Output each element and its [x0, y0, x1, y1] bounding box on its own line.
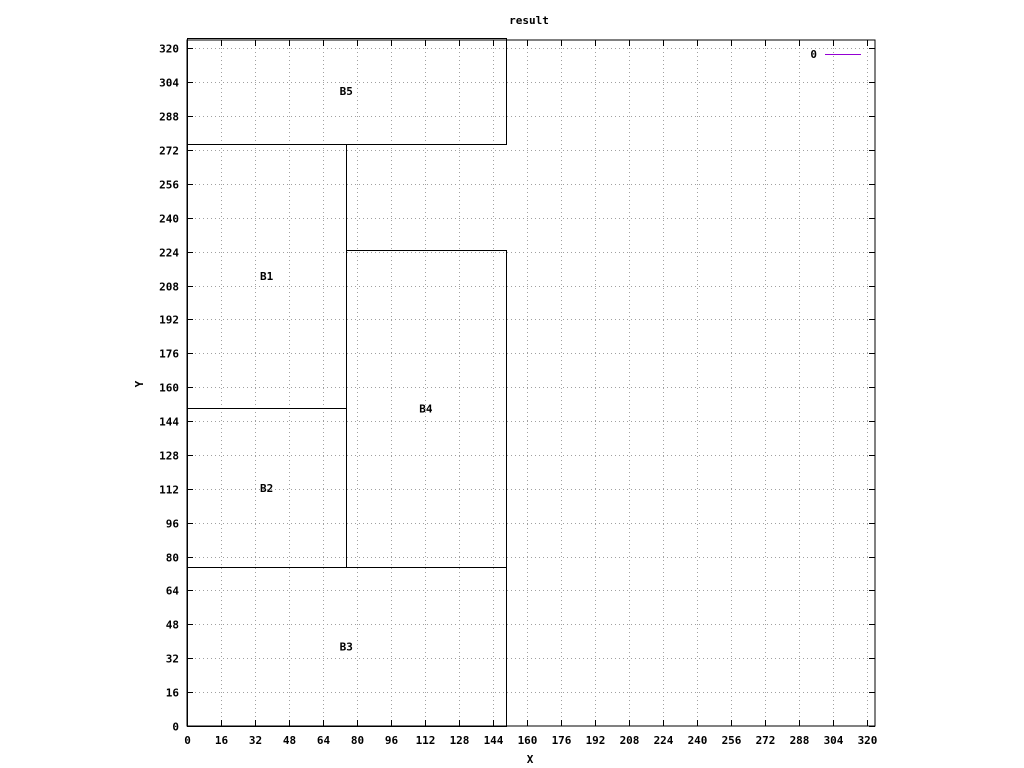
x-tick-label: 256	[722, 734, 742, 747]
y-tick-label: 192	[159, 314, 179, 327]
y-tick-label: 176	[159, 348, 179, 361]
y-tick-label: 144	[159, 416, 179, 429]
y-tick-label: 240	[159, 213, 179, 226]
x-tick-label: 32	[249, 734, 262, 747]
x-tick-label: 128	[450, 734, 470, 747]
y-tick-label: 32	[166, 653, 179, 666]
y-tick-label: 80	[166, 552, 179, 565]
x-tick-label: 192	[586, 734, 606, 747]
x-tick-label: 160	[518, 734, 538, 747]
x-tick-label: 80	[351, 734, 364, 747]
x-tick-label: 144	[484, 734, 504, 747]
y-tick-label: 272	[159, 145, 179, 158]
plot-border	[186, 39, 876, 727]
y-tick-label: 320	[159, 43, 179, 56]
y-tick-label: 96	[166, 518, 180, 531]
y-tick-label: 160	[159, 382, 179, 395]
x-tick-label: 48	[283, 734, 296, 747]
x-tick-label: 0	[184, 734, 191, 747]
x-tick-label: 304	[824, 734, 844, 747]
y-tick-label: 288	[159, 111, 179, 124]
y-tick-label: 224	[159, 247, 179, 260]
y-tick-label: 208	[159, 281, 179, 294]
x-tick-label: 176	[552, 734, 572, 747]
x-tick-label: 112	[416, 734, 436, 747]
x-tick-label: 320	[858, 734, 878, 747]
y-tick-label: 0	[172, 721, 179, 734]
box-labels: B1 B2 B3 B4 B5	[260, 85, 433, 654]
box-label-b5: B5	[340, 85, 353, 98]
legend: 0	[810, 48, 861, 61]
x-tick-label: 64	[317, 734, 331, 747]
x-tick-label: 224	[654, 734, 674, 747]
chart-title: result	[509, 14, 549, 27]
box-label-b2: B2	[260, 482, 273, 495]
x-axis-label: X	[527, 753, 534, 766]
x-tick-label: 208	[620, 734, 640, 747]
legend-label: 0	[810, 48, 817, 61]
x-tick-label: 240	[688, 734, 708, 747]
x-tick-label: 288	[790, 734, 810, 747]
x-tick-label: 16	[215, 734, 229, 747]
grid-lines	[187, 40, 875, 726]
y-tick-label: 16	[166, 687, 180, 700]
y-axis-label: Y	[133, 380, 146, 387]
box-b4	[346, 250, 507, 568]
box-label-b4: B4	[419, 402, 433, 415]
boxes	[187, 38, 507, 727]
box-label-b3: B3	[340, 641, 353, 654]
y-tick-label: 48	[166, 619, 179, 632]
y-tick-label: 112	[159, 484, 179, 497]
y-tick-label: 128	[159, 450, 179, 463]
box-label-b1: B1	[260, 270, 274, 283]
x-tick-label: 272	[756, 734, 776, 747]
y-tick-label: 64	[166, 585, 180, 598]
y-tick-label: 256	[159, 179, 179, 192]
x-tick-label: 96	[385, 734, 399, 747]
y-tick-label: 304	[159, 77, 179, 90]
ticks: 0 16 32 48 64 80 96 112 128 144 160 176 192 208 224 240…	[159, 40, 877, 747]
